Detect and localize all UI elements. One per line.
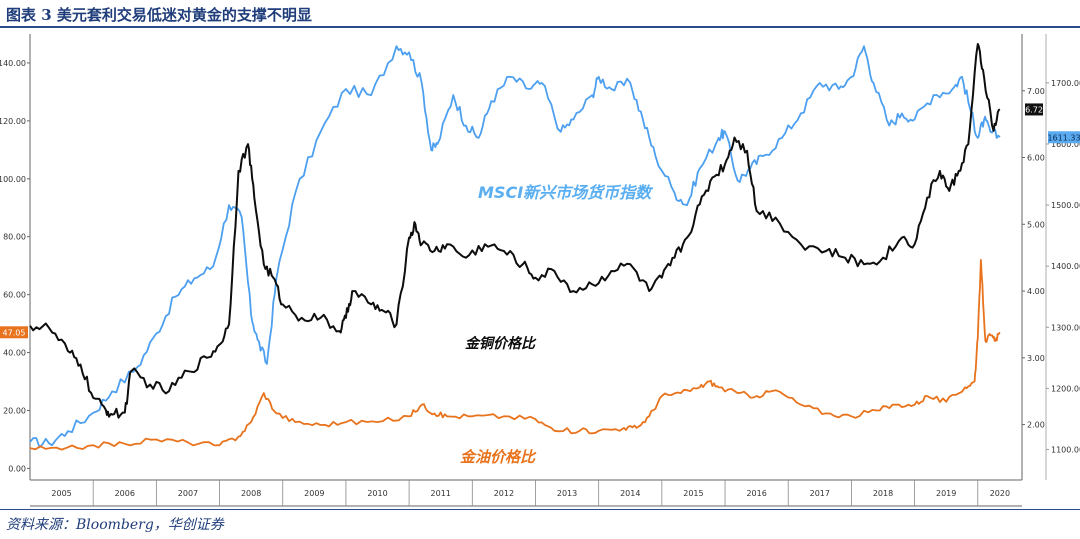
y-right-outer-tick-label: 1100.00	[1051, 445, 1080, 454]
x-tick-label: 2013	[557, 489, 577, 498]
x-tick-label: 2020	[990, 489, 1010, 498]
x-tick-label: 2019	[936, 489, 956, 498]
gold-copper-ratio-label: 金铜价格比	[465, 335, 537, 352]
msci-em-fx-last-value-text: 1611.33	[1047, 133, 1080, 142]
x-tick-label: 2010	[367, 489, 387, 498]
footer-divider	[0, 509, 1080, 510]
chart-series-layer	[29, 43, 1001, 451]
y-right-inner-tick-label: 6.00	[1027, 154, 1045, 163]
y-right-inner-tick-label: 2.00	[1027, 421, 1045, 430]
x-tick-label: 2018	[873, 489, 893, 498]
gold-oil-ratio-line	[29, 259, 1001, 451]
msci-em-fx-index-label: MSCI新兴市场货币指数	[478, 183, 654, 202]
gold-copper-ratio-last-value-text: 6.72	[1025, 105, 1043, 114]
page-title: 图表 3 美元套利交易低迷对黄金的支撑不明显	[6, 6, 312, 24]
y-left-tick-label: 20.00	[3, 406, 26, 415]
title-divider	[0, 26, 1080, 28]
y-right-inner-tick-label: 5.00	[1027, 220, 1045, 229]
y-right-inner-tick-label: 7.00	[1027, 87, 1045, 96]
y-right-inner-tick-label: 4.00	[1027, 287, 1045, 296]
x-tick-label: 2009	[304, 489, 324, 498]
y-left-tick-label: 140.00	[0, 59, 26, 68]
y-right-outer-tick-label: 1300.00	[1051, 323, 1080, 332]
gold-copper-ratio-last-value-flag	[1025, 103, 1043, 116]
y-left-tick-label: 40.00	[3, 349, 26, 358]
y-left-tick-label: 80.00	[3, 233, 26, 242]
x-tick-label: 2014	[620, 489, 640, 498]
y-right-outer-tick-label: 1600.00	[1051, 140, 1080, 149]
x-tick-label: 2016	[746, 489, 766, 498]
y-right-outer-tick-label: 1700.00	[1051, 79, 1080, 88]
source-note: 资料来源：Bloomberg，华创证券	[6, 517, 224, 533]
y-left-tick-label: 0.00	[8, 464, 26, 473]
y-right-outer-tick-label: 1500.00	[1051, 201, 1080, 210]
x-tick-label: 2006	[115, 489, 135, 498]
msci-em-fx-last-value-flag	[1048, 131, 1080, 144]
y-right-outer-tick-label: 1400.00	[1051, 262, 1080, 271]
x-tick-label: 2007	[178, 489, 198, 498]
chart-axes: 0.00 20.00 40.00 60.00 80.00 100.00 120.00 140.…	[0, 34, 1080, 507]
x-tick-label: 2015	[683, 489, 703, 498]
chart: 0.00 20.00 40.00 60.00 80.00 100.00 120.00 140.…	[0, 34, 1080, 507]
x-tick-label: 2012	[494, 489, 514, 498]
gold-oil-ratio-last-value-text: 47.05	[3, 328, 26, 337]
y-left-tick-label: 60.00	[3, 291, 26, 300]
x-tick-label: 2011	[431, 489, 451, 498]
x-tick-label: 2017	[810, 489, 830, 498]
y-left-tick-label: 100.00	[0, 175, 26, 184]
gold-oil-ratio-last-value-flag	[0, 326, 28, 339]
y-right-inner-tick-label: 3.00	[1027, 354, 1045, 363]
y-left-tick-label: 120.00	[0, 117, 26, 126]
gold-oil-ratio-label: 金油价格比	[460, 448, 537, 466]
msci-em-fx-index-line	[29, 45, 1001, 449]
gold-copper-ratio-line	[29, 43, 1001, 419]
y-right-outer-tick-label: 1200.00	[1051, 384, 1080, 393]
x-tick-label: 2005	[51, 489, 71, 498]
x-tick-label: 2008	[241, 489, 261, 498]
